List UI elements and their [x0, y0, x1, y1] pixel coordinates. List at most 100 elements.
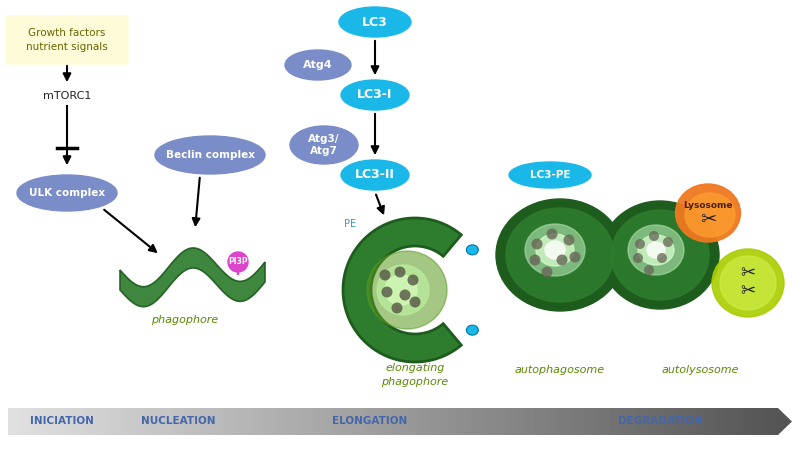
Polygon shape [450, 408, 454, 435]
Text: PE: PE [344, 219, 356, 229]
Polygon shape [50, 408, 54, 435]
Polygon shape [697, 408, 701, 435]
Polygon shape [654, 408, 658, 435]
Circle shape [557, 255, 567, 266]
Polygon shape [270, 408, 274, 435]
Polygon shape [347, 408, 350, 435]
Polygon shape [535, 408, 539, 435]
Polygon shape [574, 408, 578, 435]
Polygon shape [104, 408, 108, 435]
Polygon shape [193, 408, 197, 435]
Ellipse shape [675, 184, 741, 242]
Polygon shape [101, 408, 104, 435]
Circle shape [407, 274, 418, 285]
Polygon shape [736, 408, 739, 435]
Polygon shape [728, 408, 732, 435]
Circle shape [542, 266, 553, 278]
Polygon shape [216, 408, 220, 435]
Polygon shape [46, 408, 50, 435]
Polygon shape [201, 408, 204, 435]
Polygon shape [278, 408, 282, 435]
FancyBboxPatch shape [6, 16, 128, 64]
Polygon shape [254, 408, 258, 435]
Polygon shape [428, 408, 431, 435]
Ellipse shape [712, 249, 784, 317]
Polygon shape [243, 408, 246, 435]
Text: LC3: LC3 [362, 15, 388, 28]
Polygon shape [362, 408, 366, 435]
Polygon shape [470, 408, 474, 435]
Text: PI3P: PI3P [228, 257, 248, 266]
Polygon shape [293, 408, 297, 435]
Polygon shape [320, 408, 324, 435]
Circle shape [657, 253, 667, 263]
Circle shape [649, 231, 659, 241]
Polygon shape [162, 408, 166, 435]
Text: elongating
phagophore: elongating phagophore [382, 364, 449, 387]
Text: autolysosome: autolysosome [662, 365, 738, 375]
Ellipse shape [720, 256, 776, 310]
Circle shape [663, 237, 673, 247]
Polygon shape [739, 408, 743, 435]
Polygon shape [389, 408, 393, 435]
Circle shape [531, 238, 542, 249]
Text: INICIATION: INICIATION [30, 417, 94, 427]
Polygon shape [23, 408, 27, 435]
Ellipse shape [339, 7, 411, 37]
Polygon shape [397, 408, 401, 435]
Polygon shape [516, 408, 520, 435]
Polygon shape [582, 408, 586, 435]
Polygon shape [558, 408, 562, 435]
Ellipse shape [601, 201, 719, 309]
Text: Atg3/
Atg7: Atg3/ Atg7 [308, 134, 340, 156]
Circle shape [399, 289, 410, 301]
Polygon shape [174, 408, 178, 435]
Text: phagophore: phagophore [151, 315, 218, 325]
Polygon shape [116, 408, 120, 435]
Polygon shape [301, 408, 305, 435]
Polygon shape [297, 408, 301, 435]
Polygon shape [435, 408, 439, 435]
Polygon shape [701, 408, 705, 435]
Polygon shape [120, 408, 123, 435]
Polygon shape [478, 408, 482, 435]
Polygon shape [609, 408, 613, 435]
Polygon shape [343, 218, 462, 362]
Polygon shape [682, 408, 686, 435]
Polygon shape [466, 408, 470, 435]
Polygon shape [324, 408, 327, 435]
Polygon shape [416, 408, 420, 435]
Polygon shape [758, 408, 762, 435]
Polygon shape [258, 408, 262, 435]
Polygon shape [378, 408, 382, 435]
Polygon shape [204, 408, 208, 435]
Polygon shape [694, 408, 697, 435]
Text: mTORC1: mTORC1 [43, 91, 91, 101]
Polygon shape [308, 408, 312, 435]
Polygon shape [58, 408, 62, 435]
Polygon shape [282, 408, 285, 435]
Polygon shape [643, 408, 647, 435]
Polygon shape [570, 408, 574, 435]
Polygon shape [678, 408, 682, 435]
Polygon shape [674, 408, 678, 435]
Circle shape [391, 302, 402, 314]
Polygon shape [189, 408, 193, 435]
Polygon shape [262, 408, 266, 435]
Text: ✂: ✂ [700, 211, 716, 230]
Text: ULK complex: ULK complex [29, 188, 105, 198]
Polygon shape [19, 408, 23, 435]
Polygon shape [431, 408, 435, 435]
Polygon shape [93, 408, 97, 435]
Polygon shape [142, 408, 146, 435]
Ellipse shape [155, 136, 265, 174]
Polygon shape [31, 408, 35, 435]
Polygon shape [366, 408, 370, 435]
Polygon shape [766, 408, 770, 435]
Polygon shape [16, 408, 19, 435]
Polygon shape [501, 408, 505, 435]
Ellipse shape [611, 210, 709, 300]
Polygon shape [185, 408, 189, 435]
Polygon shape [493, 408, 497, 435]
Polygon shape [285, 408, 289, 435]
